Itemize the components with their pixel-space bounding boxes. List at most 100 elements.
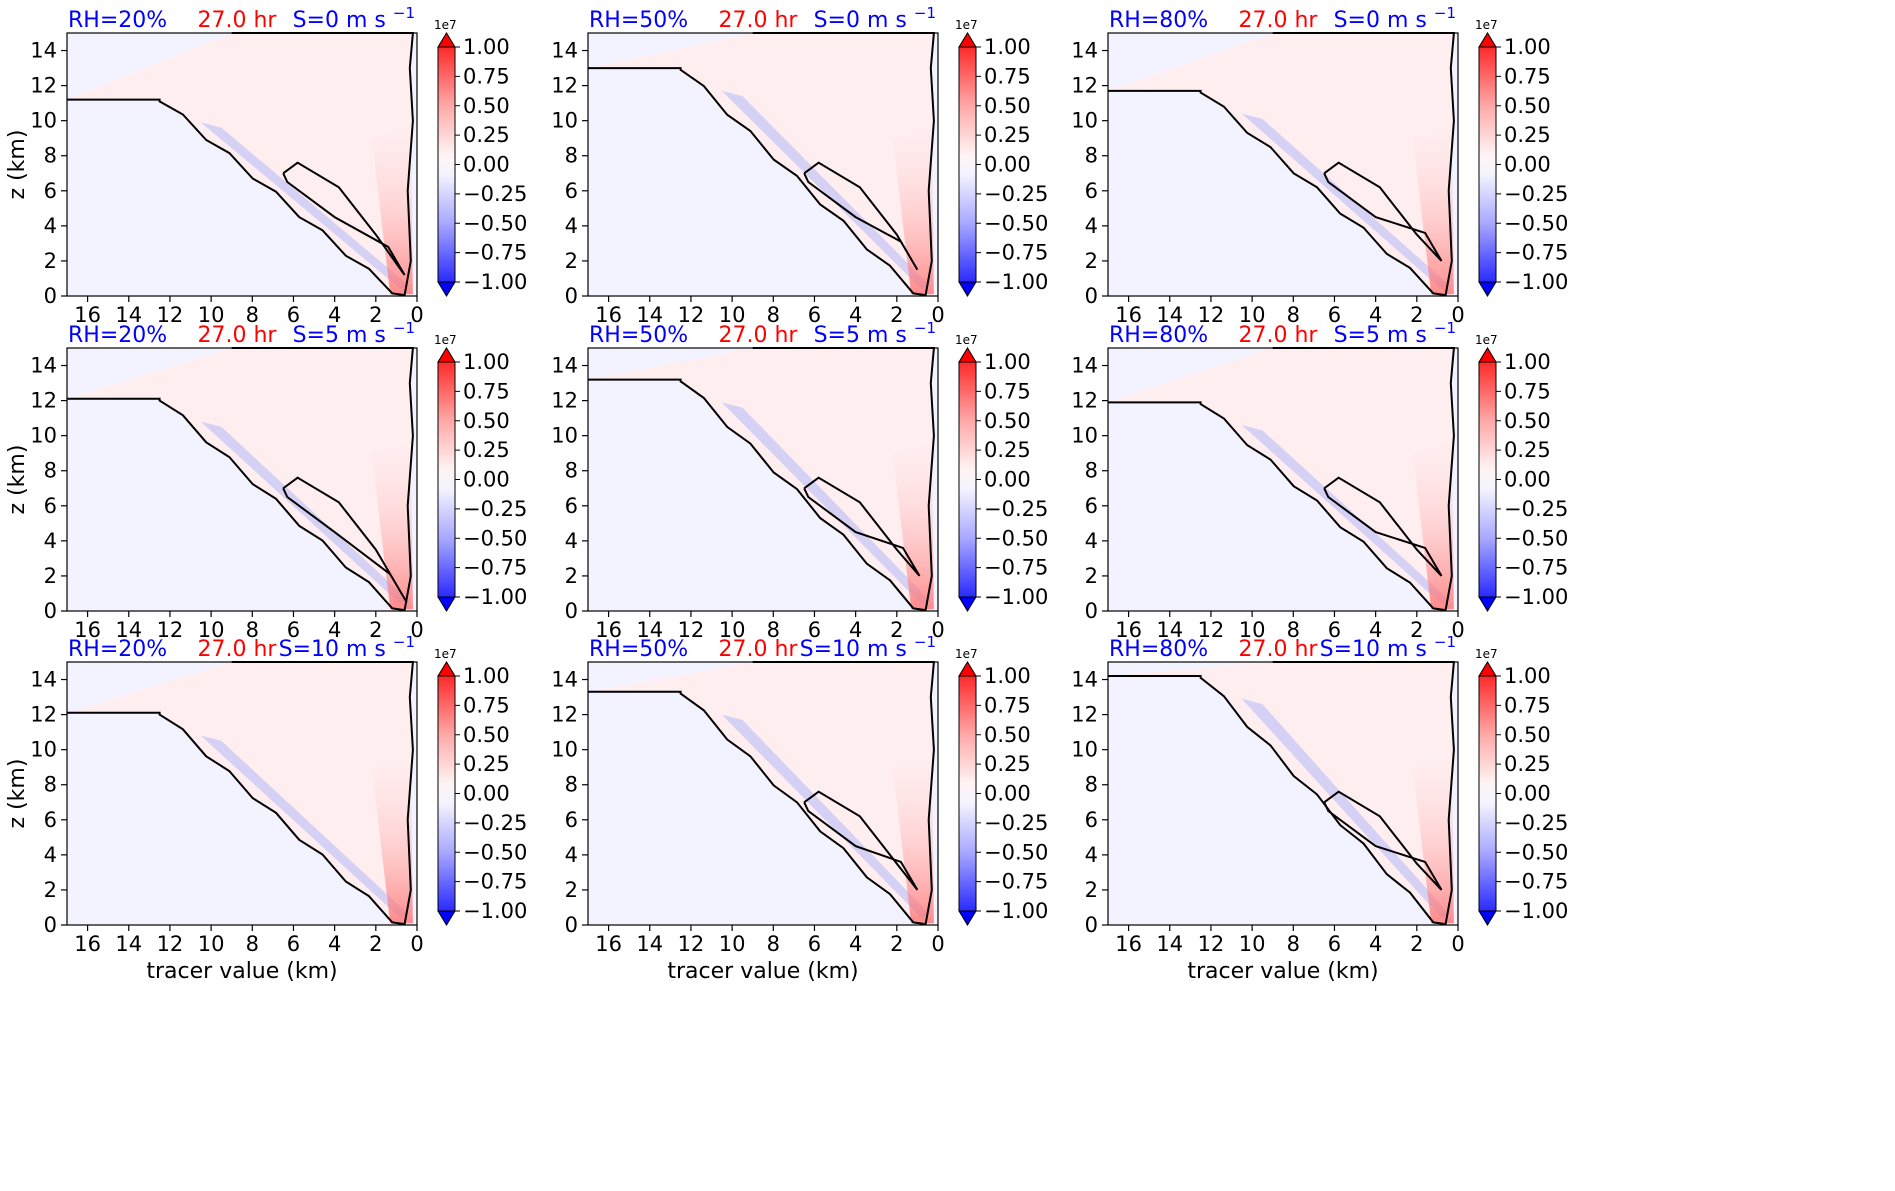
colorbar-exponent: 1e7 xyxy=(1475,333,1498,347)
y-tick-label: 10 xyxy=(30,738,57,762)
y-tick-label: 6 xyxy=(1085,179,1098,203)
colorbar-max-extend xyxy=(437,347,456,363)
colorbar-tick-label: 0.50 xyxy=(984,94,1031,118)
y-tick-label: 4 xyxy=(44,214,57,238)
y-tick-label: 0 xyxy=(44,284,57,308)
outer-contour xyxy=(588,661,935,926)
y-tick-label: 12 xyxy=(30,74,57,98)
x-axis-label: tracer value (km) xyxy=(1187,959,1378,984)
y-tick-label: 14 xyxy=(551,354,578,378)
title-rh: RH=50% xyxy=(589,323,688,348)
y-tick-label: 10 xyxy=(551,109,578,133)
colorbar-gradient xyxy=(438,676,455,911)
colorbar-tick-label: 1.00 xyxy=(1504,350,1551,374)
colorbar: 1.00 0.75 0.50 0.25 0.00 −0.25 −0.50 −0.75 −1.00… xyxy=(955,333,1048,612)
x-tick-label: 10 xyxy=(1239,618,1266,642)
colorbar-tick-label: 0.00 xyxy=(1504,782,1551,806)
y-tick-label: 0 xyxy=(44,913,57,937)
y-tick-label: 14 xyxy=(1071,668,1098,692)
colorbar-tick-label: −1.00 xyxy=(463,270,527,294)
colorbar-tick-label: −0.25 xyxy=(1504,182,1568,206)
title-shear: S=10 m s −1 xyxy=(1320,633,1456,662)
x-tick-label: 0 xyxy=(931,932,944,956)
title-rh: RH=20% xyxy=(68,323,167,348)
y-tick-label: 6 xyxy=(565,494,578,518)
colorbar: 1.00 0.75 0.50 0.25 0.00 −0.25 −0.50 −0.75 −1.00… xyxy=(1475,647,1568,926)
colorbar-gradient xyxy=(1479,47,1496,282)
colorbar-tick-label: 0.00 xyxy=(463,153,510,177)
colorbar-tick-label: −0.25 xyxy=(1504,811,1568,835)
x-tick-label: 14 xyxy=(1156,303,1183,327)
colorbar-gradient xyxy=(959,47,976,282)
colorbar-tick-label: −0.75 xyxy=(984,241,1048,265)
y-tick-label: 2 xyxy=(44,249,57,273)
title-time: 27.0 hr xyxy=(198,323,278,348)
title-time: 27.0 hr xyxy=(719,637,799,662)
x-tick-label: 2 xyxy=(369,618,382,642)
colorbar-tick-label: −0.25 xyxy=(984,497,1048,521)
outer-contour xyxy=(1108,661,1455,926)
x-tick-label: 4 xyxy=(1369,932,1382,956)
colorbar-exponent: 1e7 xyxy=(955,333,978,347)
negative-band xyxy=(721,402,930,604)
title-shear-exponent: −1 xyxy=(914,4,936,22)
title-shear-exponent: −1 xyxy=(914,319,936,337)
y-tick-label: 12 xyxy=(30,703,57,727)
colorbar-tick-label: −1.00 xyxy=(1504,899,1568,923)
colorbar-tick-label: 1.00 xyxy=(984,35,1031,59)
panel-1-1: 16 14 12 10 8 6 4 2 0 0 2 4 6 8 10 12 14 RH=50% 27.0 hr S=5… xyxy=(551,319,1048,642)
title-rh: RH=50% xyxy=(589,8,688,33)
outer-contour xyxy=(67,32,414,297)
x-tick-label: 8 xyxy=(246,618,259,642)
y-tick-label: 8 xyxy=(1085,144,1098,168)
y-tick-label: 6 xyxy=(565,808,578,832)
colorbar-exponent: 1e7 xyxy=(955,18,978,32)
positive-core xyxy=(892,758,934,924)
colorbar-tick-label: −0.75 xyxy=(984,556,1048,580)
x-tick-label: 10 xyxy=(719,303,746,327)
colorbar-tick-label: 0.75 xyxy=(984,379,1031,403)
y-tick-label: 6 xyxy=(1085,808,1098,832)
colorbar-tick-label: 1.00 xyxy=(984,350,1031,374)
colorbar-tick-label: −0.25 xyxy=(1504,497,1568,521)
y-tick-label: 12 xyxy=(1071,389,1098,413)
y-tick-label: 6 xyxy=(44,494,57,518)
colorbar-max-extend xyxy=(958,661,977,677)
title-shear: S=10 m s −1 xyxy=(800,633,936,662)
y-tick-label: 12 xyxy=(1071,703,1098,727)
y-tick-label: 8 xyxy=(44,144,57,168)
x-tick-label: 12 xyxy=(1198,303,1225,327)
x-tick-label: 2 xyxy=(1410,932,1423,956)
colorbar-tick-label: −1.00 xyxy=(984,585,1048,609)
colorbar-tick-label: 0.50 xyxy=(984,409,1031,433)
inner-contour xyxy=(1323,161,1443,262)
x-tick-label: 6 xyxy=(1328,618,1341,642)
y-tick-label: 14 xyxy=(1071,39,1098,63)
outer-contour xyxy=(67,347,414,612)
y-tick-label: 10 xyxy=(30,424,57,448)
title-shear: S=0 m s −1 xyxy=(814,4,936,33)
colorbar-gradient xyxy=(1479,362,1496,597)
colorbar-tick-label: −0.50 xyxy=(1504,211,1568,235)
x-tick-label: 6 xyxy=(287,932,300,956)
y-tick-label: 0 xyxy=(1085,913,1098,937)
colorbar-max-extend xyxy=(958,32,977,48)
outer-contour xyxy=(588,347,935,612)
x-tick-label: 4 xyxy=(849,303,862,327)
title-shear: S=5 m s −1 xyxy=(1334,319,1456,348)
x-tick-label: 8 xyxy=(767,618,780,642)
colorbar-tick-label: −0.50 xyxy=(463,211,527,235)
colorbar-tick-label: 1.00 xyxy=(463,350,510,374)
title-shear: S=5 m s −1 xyxy=(814,319,936,348)
x-tick-label: 6 xyxy=(808,303,821,327)
x-tick-label: 16 xyxy=(74,618,101,642)
x-tick-label: 4 xyxy=(1369,618,1382,642)
x-tick-label: 12 xyxy=(157,932,184,956)
inner-contour xyxy=(282,476,408,603)
x-tick-label: 16 xyxy=(1115,932,1142,956)
title-rh: RH=20% xyxy=(68,8,167,33)
colorbar-exponent: 1e7 xyxy=(1475,647,1498,661)
y-tick-label: 0 xyxy=(565,599,578,623)
title-shear-exponent: −1 xyxy=(1434,633,1456,651)
inner-contour xyxy=(803,476,921,577)
